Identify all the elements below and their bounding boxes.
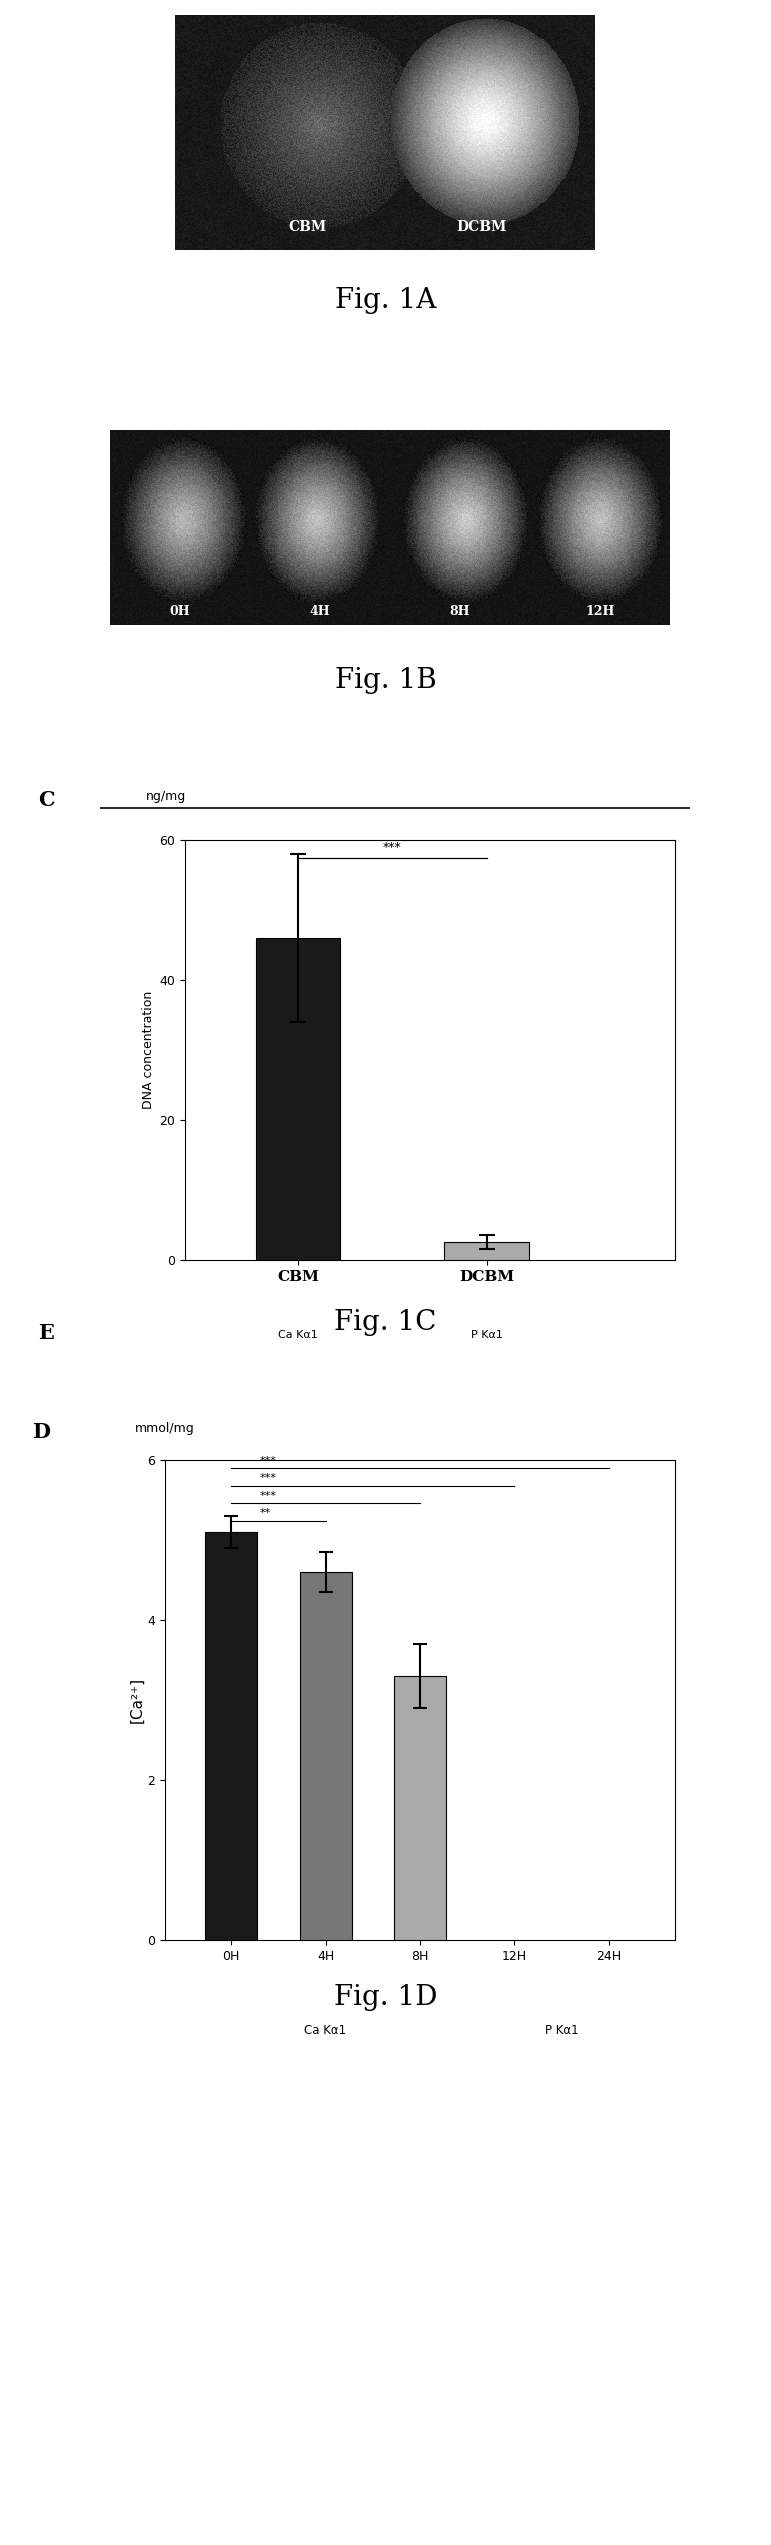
Text: Fig. 1D: Fig. 1D — [334, 1985, 437, 2011]
Text: P Kα1: P Kα1 — [470, 1331, 503, 1341]
Text: Fig. 1B: Fig. 1B — [335, 667, 436, 692]
Text: mmol/mg: mmol/mg — [134, 1423, 194, 1435]
Text: 0H: 0H — [170, 606, 190, 618]
Text: CBM: CBM — [288, 221, 326, 234]
Text: C: C — [38, 789, 55, 809]
Text: D: D — [32, 1423, 50, 1440]
Text: DCBM: DCBM — [456, 221, 507, 234]
Bar — [444, 1242, 529, 1260]
Text: Fig. 1A: Fig. 1A — [335, 288, 436, 313]
Bar — [256, 939, 341, 1260]
Text: ***: *** — [383, 840, 402, 855]
Text: 4H: 4H — [310, 606, 330, 618]
Text: Ca Kα1: Ca Kα1 — [305, 2023, 347, 2036]
Text: **: ** — [260, 1509, 271, 1519]
Bar — [394, 1677, 446, 1939]
Text: Fig. 1C: Fig. 1C — [335, 1308, 436, 1336]
Text: 12H: 12H — [585, 606, 614, 618]
Text: 8H: 8H — [449, 606, 470, 618]
Text: ***: *** — [260, 1491, 276, 1502]
Text: ***: *** — [260, 1474, 276, 1484]
Text: E: E — [38, 1323, 54, 1344]
Y-axis label: DNA concentration: DNA concentration — [142, 990, 155, 1110]
Text: Ca Kα1: Ca Kα1 — [278, 1331, 318, 1341]
Bar — [300, 1573, 352, 1939]
Text: ng/mg: ng/mg — [146, 789, 186, 802]
Text: P Kα1: P Kα1 — [545, 2023, 578, 2036]
Text: ***: *** — [260, 1456, 276, 1466]
Y-axis label: [Ca²⁺]: [Ca²⁺] — [130, 1677, 144, 1723]
Bar — [205, 1532, 257, 1939]
